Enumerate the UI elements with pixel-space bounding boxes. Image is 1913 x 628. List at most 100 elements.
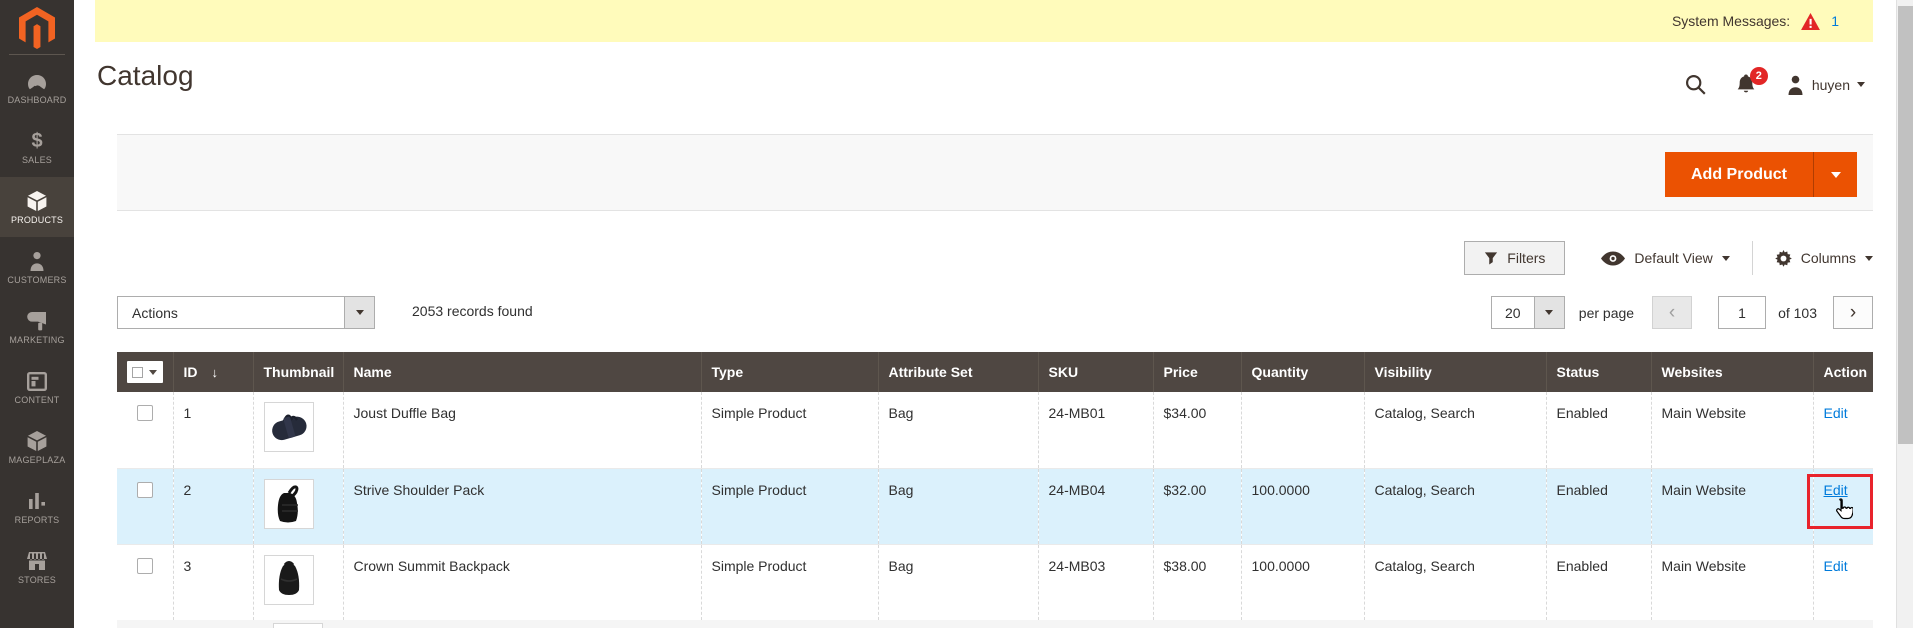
cell-sku: 24-MB01 [1037,392,1153,469]
filter-funnel-icon [1485,251,1498,264]
column-header-quantity[interactable]: Quantity [1240,352,1364,392]
column-header-id[interactable]: ID ↓ [172,352,253,392]
magento-logo[interactable] [0,0,74,50]
controls-divider [1751,241,1753,275]
admin-sidebar: DASHBOARD $ SALES PRODUCTS CUSTOMERS [0,0,74,628]
column-header-status[interactable]: Status [1545,352,1651,392]
mageplaza-icon [27,429,47,451]
total-pages-label: of 103 [1778,304,1817,321]
cell-type: Simple Product [700,392,878,469]
main-content: System Messages: 1 Catalog 2 [95,0,1873,628]
column-header-thumbnail[interactable]: Thumbnail [252,352,343,392]
column-header-type[interactable]: Type [700,352,878,392]
default-view-button[interactable]: Default View [1601,250,1730,266]
sidebar-item-stores[interactable]: STORES [0,537,74,597]
cell-price: $38.00 [1152,544,1241,621]
checkbox-icon [132,366,143,378]
per-page-value: 20 [1505,304,1521,321]
cell-type: Simple Product [700,544,878,621]
actions-select[interactable]: Actions [117,296,375,329]
reports-icon [28,489,46,511]
cell-visibility: Catalog, Search [1363,468,1546,545]
column-header-price[interactable]: Price [1152,352,1241,392]
column-header-sku[interactable]: SKU [1037,352,1153,392]
sidebar-item-dashboard[interactable]: DASHBOARD [0,57,74,117]
stores-icon [26,549,48,571]
backpack-image [278,560,299,595]
product-thumbnail [263,478,314,529]
cell-status: Enabled [1545,392,1651,469]
system-messages-bar: System Messages: 1 [95,0,1873,42]
select-all-header [117,352,173,392]
per-page-select[interactable]: 20 [1490,296,1565,329]
products-icon [27,189,47,211]
row-checkbox[interactable] [136,481,153,498]
page-number-input[interactable] [1718,296,1767,329]
hand-cursor-icon [1836,498,1853,520]
previous-page-button[interactable]: ‹ [1652,296,1693,329]
next-page-button[interactable]: › [1833,296,1873,329]
cell-name: Strive Shoulder Pack [342,468,701,545]
chevron-left-icon: ‹ [1668,301,1676,323]
cell-websites: Main Website [1650,392,1813,469]
chevron-down-icon [149,369,157,375]
filters-button[interactable]: Filters [1464,241,1566,275]
eye-icon [1601,251,1626,265]
sidebar-item-label: PRODUCTS [10,215,64,225]
column-header-action[interactable]: Action [1812,352,1873,392]
system-messages-count-link[interactable]: 1 [1831,13,1839,29]
sidebar-item-content[interactable]: CONTENT [0,357,74,417]
vertical-scrollbar[interactable] [1896,0,1913,628]
cell-visibility: Catalog, Search [1363,392,1546,469]
edit-link[interactable]: Edit [1823,481,1848,498]
cell-id: 2 [172,468,253,545]
columns-label: Columns [1800,250,1856,266]
cell-id: 1 [172,392,253,469]
cell-status: Enabled [1545,468,1651,545]
scrollbar-thumb[interactable] [1898,6,1913,444]
chevron-down-icon [1830,171,1841,178]
page-actions-panel: Add Product [117,134,1873,211]
edit-link[interactable]: Edit [1823,557,1848,574]
cell-websites: Main Website [1650,544,1813,621]
edit-link[interactable]: Edit [1823,405,1848,421]
row-checkbox[interactable] [136,405,153,421]
column-header-name[interactable]: Name [342,352,701,392]
add-product-button[interactable]: Add Product [1691,165,1787,183]
sidebar-item-products[interactable]: PRODUCTS [0,177,74,237]
sidebar-item-marketing[interactable]: MARKETING [0,297,74,357]
column-header-websites[interactable]: Websites [1650,352,1813,392]
grid-controls: Filters Default View Columns [1464,240,1873,276]
notifications-button[interactable]: 2 [1736,67,1768,95]
chevron-right-icon: › [1849,301,1857,323]
cell-attribute-set: Bag [877,468,1038,545]
column-header-attribute-set[interactable]: Attribute Set [877,352,1038,392]
cell-quantity: 100.0000 [1240,468,1364,545]
column-header-visibility[interactable]: Visibility [1363,352,1546,392]
cell-id: 3 [172,544,253,621]
actions-select-value: Actions [132,304,178,321]
sidebar-item-mageplaza[interactable]: MAGEPLAZA [0,417,74,477]
sidebar-divider [9,54,65,55]
per-page-caret [1533,297,1564,328]
cell-name: Crown Summit Backpack [342,544,701,621]
chevron-down-icon [1721,255,1730,261]
user-menu[interactable]: huyen [1786,75,1865,95]
cell-quantity [1240,392,1364,469]
sidebar-item-label: DASHBOARD [7,95,67,105]
table-row: 3 Crown Summit Backpack Simple Product B… [117,544,1873,621]
search-button[interactable] [1685,74,1706,95]
system-messages-label: System Messages: [1671,13,1791,29]
sidebar-item-customers[interactable]: CUSTOMERS [0,237,74,297]
cell-name: Joust Duffle Bag [342,392,701,469]
sidebar-item-sales[interactable]: $ SALES [0,117,74,177]
add-product-dropdown-toggle[interactable] [1813,152,1857,197]
sidebar-item-reports[interactable]: REPORTS [0,477,74,537]
columns-button[interactable]: Columns [1774,249,1873,267]
username-label: huyen [1811,76,1850,93]
select-all-checkbox[interactable] [127,361,163,383]
grid-header-row: ID ↓ Thumbnail Name Type Attribute Set SK… [117,352,1873,392]
row-checkbox[interactable] [136,557,153,574]
grid-action-row: Actions 2053 records found 20 per page ‹… [117,296,1873,329]
page-title: Catalog [97,60,194,91]
